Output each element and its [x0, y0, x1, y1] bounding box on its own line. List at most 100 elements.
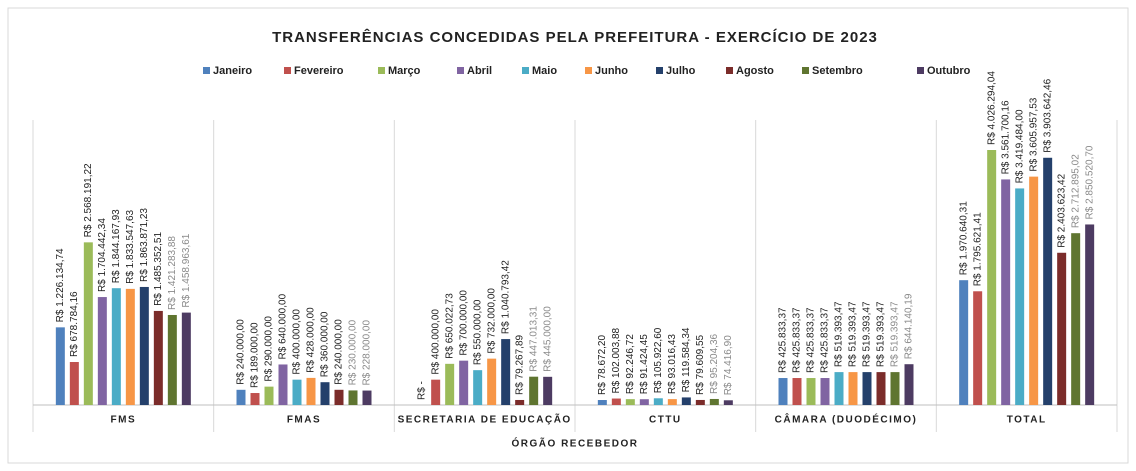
value-label: R$ 425.833,37	[806, 307, 817, 373]
legend-label: Janeiro	[213, 65, 252, 77]
value-label: R$ 1.485.352,51	[153, 232, 164, 306]
bar	[639, 399, 649, 405]
legend-swatch	[457, 67, 464, 74]
legend-swatch	[203, 67, 210, 74]
value-label: R$ 240.000,00	[334, 319, 345, 385]
bar	[55, 327, 65, 405]
value-label: R$ 1.844.167,93	[111, 209, 122, 283]
bar	[97, 297, 107, 405]
bar	[543, 376, 553, 405]
value-label: R$ 74.416,90	[723, 335, 734, 395]
bar	[625, 399, 635, 405]
legend-label: Março	[388, 65, 421, 77]
bar	[681, 397, 691, 405]
bar	[973, 291, 983, 405]
value-label: R$ 240.000,00	[236, 319, 247, 385]
value-label: R$ 732.000,00	[486, 288, 497, 354]
bar	[904, 364, 914, 405]
x-tick-label: CÂMARA (DUODÉCIMO)	[775, 413, 918, 426]
bar	[806, 378, 816, 405]
bar	[792, 378, 802, 405]
bar	[723, 400, 733, 405]
value-label: R$ 1.421.283,88	[167, 236, 178, 310]
value-label: R$ 700.000,00	[458, 290, 469, 356]
value-label: R$ 428.000,00	[306, 307, 317, 373]
value-label: R$ 79.609,55	[695, 334, 706, 394]
value-label: R$ 1.040.793,42	[500, 260, 511, 334]
value-label: R$ 79.267,89	[514, 334, 525, 394]
legend-swatch	[585, 67, 592, 74]
bar	[876, 372, 886, 405]
value-label: R$ 93.016,43	[667, 334, 678, 394]
value-label: R$ 445.000,00	[542, 306, 553, 372]
legend-label: Outubro	[927, 65, 971, 77]
value-label: R$ 91.424,45	[639, 334, 650, 394]
value-label: R$ 425.833,37	[778, 307, 789, 373]
bar	[139, 286, 149, 405]
bar	[459, 360, 469, 405]
bar	[445, 363, 455, 405]
value-label: R$ 92.246,72	[625, 334, 636, 394]
value-label: R$ 644.140,19	[904, 293, 915, 359]
value-label: R$ 1.795.621,41	[972, 212, 983, 286]
bar	[890, 372, 900, 405]
bar	[362, 390, 372, 405]
bar	[83, 242, 93, 405]
value-label: R$ 519.393,47	[890, 301, 901, 367]
bar	[611, 398, 621, 405]
bar	[1071, 233, 1081, 405]
bar	[250, 393, 260, 405]
bar	[334, 389, 344, 405]
value-label: R$ 678.784,16	[69, 291, 80, 357]
legend-swatch	[802, 67, 809, 74]
value-label: R$ 400.000,00	[292, 309, 303, 375]
legend-swatch	[522, 67, 529, 74]
value-label: R$ 425.833,37	[792, 307, 803, 373]
bar	[1001, 179, 1011, 405]
value-label: R$ 1.833.547,63	[125, 209, 136, 283]
value-label: R$ 1.704.442,34	[97, 218, 108, 292]
bar	[778, 378, 788, 405]
value-label: R$ 4.026.294,04	[986, 71, 997, 145]
legend-label: Abril	[467, 65, 492, 77]
bar	[111, 288, 121, 405]
value-label: R$ 425.833,37	[820, 307, 831, 373]
value-label: R$ 230.000,00	[348, 319, 359, 385]
value-label: R$ 1.226.134,74	[55, 248, 66, 322]
legend-label: Maio	[532, 65, 557, 77]
x-tick-label: SECRETARIA DE EDUCAÇÃO	[398, 413, 572, 426]
value-label: R$ 519.393,47	[848, 301, 859, 367]
legend-swatch	[378, 67, 385, 74]
bar	[153, 310, 163, 405]
value-label: R$ 550.000,00	[472, 299, 483, 365]
value-label: R$ 447.013,31	[528, 306, 539, 372]
legend-swatch	[917, 67, 924, 74]
value-label: R$ 360.000,00	[320, 311, 331, 377]
value-label: R$ 3.605.957,53	[1028, 97, 1039, 171]
bar	[1057, 252, 1067, 405]
value-label: R$ 105.922,60	[653, 327, 664, 393]
legend-swatch	[284, 67, 291, 74]
bar	[987, 150, 997, 405]
bar	[306, 377, 316, 405]
bar	[1015, 188, 1025, 405]
bar	[181, 312, 191, 405]
chart-title: TRANSFERÊNCIAS CONCEDIDAS PELA PREFEITUR…	[272, 28, 878, 46]
bar	[264, 386, 274, 405]
bar	[167, 314, 177, 405]
bar	[834, 372, 844, 405]
bar	[501, 339, 511, 405]
value-label: R$ 519.393,47	[876, 301, 887, 367]
bar	[320, 382, 330, 405]
value-label: R$ 290.000,00	[264, 316, 275, 382]
value-label: R$ 3.419.484,00	[1014, 109, 1025, 183]
value-label: R$ 3.561.700,16	[1000, 100, 1011, 174]
value-label: R$ 228.000,00	[362, 320, 373, 386]
bar	[431, 379, 441, 405]
value-label: R$ 400.000,00	[430, 309, 441, 375]
bar	[709, 398, 719, 405]
value-label: R$ 2.403.623,42	[1056, 173, 1067, 247]
bar	[292, 379, 302, 405]
bar	[1085, 224, 1095, 405]
